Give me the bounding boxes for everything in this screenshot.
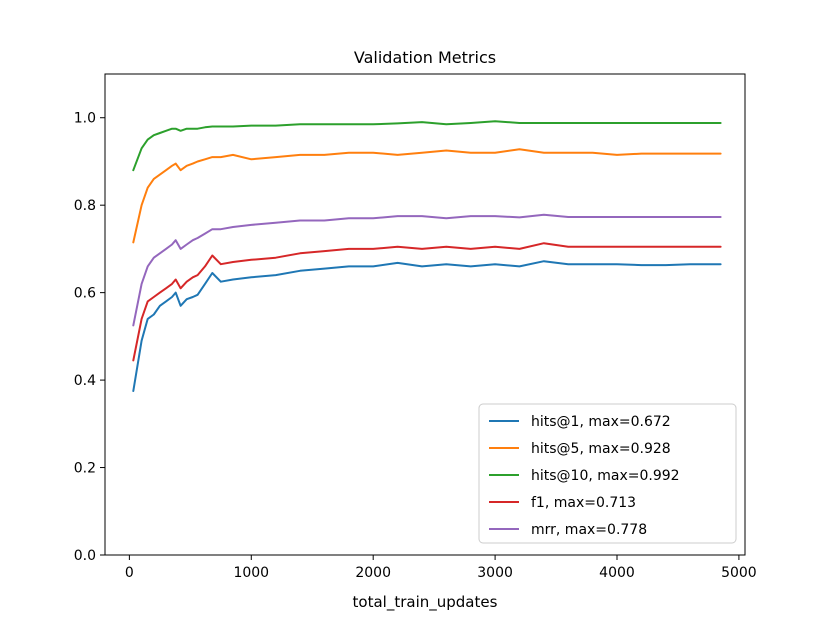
y-tick-label: 0.8 (74, 198, 96, 214)
x-tick-label: 3000 (477, 565, 513, 581)
series-line-hits-at-10 (132, 120, 722, 172)
legend-label-mrr: mrr, max=0.778 (531, 522, 647, 538)
legend-label-hits-at-1: hits@1, max=0.672 (531, 414, 671, 430)
legend-label-hits-at-10: hits@10, max=0.992 (531, 468, 680, 484)
y-tick-label: 1.0 (74, 111, 96, 127)
legend: hits@1, max=0.672 hits@5, max=0.928 hits@1… (478, 403, 737, 544)
series-line-mrr (132, 213, 722, 327)
legend-label-hits-at-5: hits@5, max=0.928 (531, 441, 671, 457)
x-tick-label: 0 (125, 565, 134, 581)
series-layer (132, 120, 722, 392)
y-tick-label: 0.6 (74, 286, 96, 302)
y-tick-label: 0.2 (74, 461, 96, 477)
x-tick-label: 4000 (599, 565, 635, 581)
y-tick-label: 0.4 (74, 373, 96, 389)
chart-title: Validation Metrics (354, 48, 496, 67)
x-axis-label: total_train_updates (353, 593, 498, 612)
series-line-hits-at-5 (132, 148, 722, 244)
series-line-hits-at-1 (132, 260, 722, 392)
y-tick-label: 0.0 (74, 548, 96, 564)
legend-label-f1: f1, max=0.713 (531, 495, 636, 511)
x-tick-label: 2000 (355, 565, 391, 581)
series-line-f1 (132, 242, 722, 362)
x-tick-label: 5000 (721, 565, 757, 581)
axes-frame (104, 73, 746, 556)
ticks-layer: 0 1000 2000 3000 4000 5000 0.0 0.2 0.4 0.6 0.8 1.0 (74, 111, 757, 581)
legend-box (478, 403, 737, 544)
x-tick-label: 1000 (233, 565, 269, 581)
